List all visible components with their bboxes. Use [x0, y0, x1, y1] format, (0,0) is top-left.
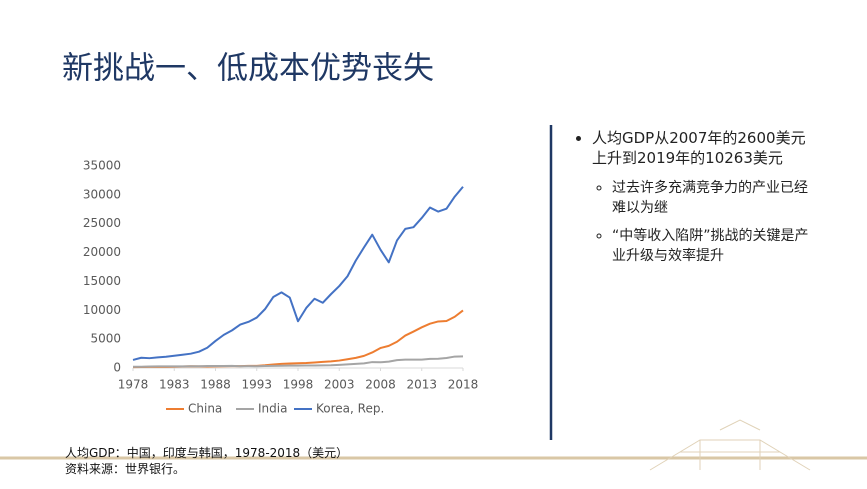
legend-label: China	[188, 402, 222, 416]
x-tick-label: 2013	[406, 378, 437, 392]
bullet-text: 人均GDP从2007年的2600美元上升到2019年的10263美元	[592, 129, 806, 167]
x-tick-label: 1983	[159, 378, 190, 392]
caption: 资料来源：世界银行。	[65, 462, 186, 476]
y-tick-label: 0	[113, 361, 121, 375]
x-tick-label: 2008	[365, 378, 396, 392]
sub-bullet: 过去许多充满竞争力的产业已经难以为继	[612, 178, 812, 218]
x-tick-label: 1993	[241, 378, 272, 392]
bullet: 人均GDP从2007年的2600美元上升到2019年的10263美元 过去许多充…	[592, 128, 812, 266]
y-tick-label: 35000	[83, 159, 121, 173]
sub-bullet: “中等收入陷阱”挑战的关键是产业升级与效率提升	[612, 226, 812, 266]
legend-label: Korea, Rep.	[316, 402, 384, 416]
decoration	[649, 419, 811, 471]
series-line	[132, 186, 464, 361]
legend-label: India	[258, 402, 287, 416]
y-tick-label: 5000	[90, 332, 121, 346]
x-tick-label: 1988	[200, 378, 231, 392]
y-tick-label: 15000	[83, 274, 121, 288]
series-line	[132, 355, 464, 368]
y-tick-label: 30000	[83, 187, 121, 201]
slide-title: 新挑战一、低成本优势丧失	[62, 51, 434, 87]
y-tick-label: 20000	[83, 245, 121, 259]
y-tick-label: 25000	[83, 216, 121, 230]
x-tick-label: 2003	[324, 378, 355, 392]
x-tick-label: 1998	[283, 378, 314, 392]
x-tick-label: 2018	[448, 378, 479, 392]
y-tick-label: 10000	[83, 303, 121, 317]
bullets: 人均GDP从2007年的2600美元上升到2019年的10263美元 过去许多充…	[572, 128, 812, 274]
x-tick-label: 1978	[118, 378, 149, 392]
caption: 人均GDP：中国，印度与韩国，1978-2018（美元）	[65, 446, 349, 460]
